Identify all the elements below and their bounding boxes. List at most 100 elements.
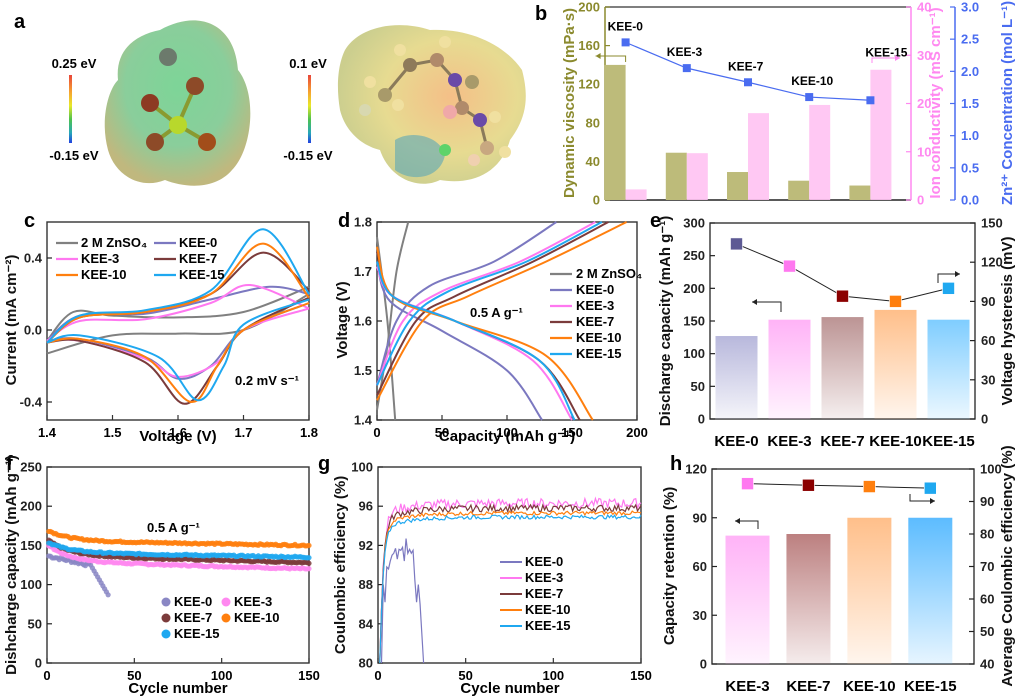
discharge-curve bbox=[376, 266, 573, 421]
y-axis-label: Zn²⁺ Concentration (mol L⁻¹) bbox=[999, 1, 1016, 205]
y-tick-label: 100 bbox=[980, 462, 1002, 477]
atom bbox=[159, 48, 177, 66]
arrowhead bbox=[595, 53, 601, 59]
y-tick-label: 40 bbox=[586, 154, 600, 169]
y-tick-label: 80 bbox=[586, 115, 600, 130]
y-tick-label: 100 bbox=[683, 346, 705, 361]
y-tick-label: -0.4 bbox=[20, 395, 43, 410]
y-axis-label: Average Coulombic efficiency (%) bbox=[999, 445, 1016, 686]
scale-right-max: 0.1 eV bbox=[289, 56, 327, 71]
chart-h: h 0 30 60 90 120 40 50 60 70 80 90 100 Capacity reten… bbox=[661, 445, 1016, 695]
chart-e: e 0 50 100 150 200 250 300 0 30 60 90 120 150 Discharg… bbox=[650, 210, 1016, 450]
data-point-KEE-15 bbox=[306, 555, 312, 561]
cv-curve-KEE-15 bbox=[46, 298, 310, 402]
marker-average-ce bbox=[863, 480, 876, 493]
y-tick-label: 250 bbox=[20, 460, 42, 475]
chart-d: d 0 50 100 150 200 1.4 1.5 1.6 1.7 1.8 Voltage (V) C… bbox=[334, 210, 648, 445]
marker-average-ce bbox=[741, 477, 754, 490]
y-tick-label: 0 bbox=[35, 656, 42, 671]
y-tick-label: 50 bbox=[691, 379, 705, 394]
bar-discharge-capacity bbox=[768, 319, 811, 419]
y-tick-label: 80 bbox=[980, 527, 994, 542]
y-tick-label: 150 bbox=[20, 538, 42, 553]
cv-curve-KEE-15 bbox=[46, 228, 310, 344]
marker-zn-concentration bbox=[621, 38, 630, 47]
data-point-KEE-10 bbox=[306, 542, 312, 549]
x-axis-label: Cycle number bbox=[128, 680, 227, 697]
y-tick-label: 70 bbox=[980, 559, 994, 574]
panel-label-e: e bbox=[650, 210, 661, 232]
marker-average-ce bbox=[802, 478, 815, 492]
scale-left-min: -0.15 eV bbox=[49, 148, 98, 163]
y-axis-label: Dishcharge capacity (mAh g⁻¹) bbox=[3, 455, 20, 675]
x-tick-label: 150 bbox=[298, 668, 320, 683]
legend-marker bbox=[221, 613, 231, 623]
y-tick-label: 0.0 bbox=[24, 323, 42, 338]
y-tick-label: 20 bbox=[917, 96, 931, 111]
legend-label: KEE-7 bbox=[174, 610, 212, 625]
color-scale-right bbox=[308, 75, 311, 143]
discharge-curve bbox=[376, 261, 576, 421]
y-tick-label: 30 bbox=[917, 48, 931, 63]
y-tick-label: 250 bbox=[683, 248, 705, 263]
scale-right-min: -0.15 eV bbox=[283, 148, 332, 163]
legend-label: KEE-15 bbox=[525, 618, 571, 633]
legend-label: KEE-10 bbox=[576, 330, 622, 345]
panel-label-d: d bbox=[338, 210, 350, 232]
y-tick-label: 40 bbox=[917, 0, 931, 15]
marker-voltage-hysteresis bbox=[730, 237, 743, 251]
y-tick-label: 1.0 bbox=[961, 128, 979, 143]
ce-curve-KEE-10 bbox=[379, 510, 642, 664]
panel-label-c: c bbox=[24, 210, 35, 232]
molecule-anion-esp bbox=[104, 20, 251, 186]
annotation-current-density: 0.5 A g⁻¹ bbox=[470, 305, 523, 320]
legend-marker bbox=[161, 597, 171, 607]
x-tick-label: 100 bbox=[211, 668, 233, 683]
x-tick-label: 150 bbox=[561, 425, 583, 440]
panel-label-b: b bbox=[535, 3, 547, 25]
category-label: KEE-10 bbox=[791, 74, 833, 88]
y-tick-label: 150 bbox=[981, 216, 1003, 231]
marker-voltage-hysteresis bbox=[836, 289, 849, 303]
legend-marker bbox=[161, 629, 171, 639]
bar-discharge-capacity bbox=[927, 319, 970, 419]
y-tick-label: 50 bbox=[28, 616, 42, 631]
arrow-right-axis bbox=[937, 273, 960, 283]
ce-curve-KEE-3 bbox=[379, 496, 642, 664]
x-tick-label: 50 bbox=[127, 668, 141, 683]
y-tick-label: 2.5 bbox=[961, 32, 979, 47]
data-point-KEE-0 bbox=[105, 592, 111, 598]
bar-viscosity bbox=[665, 152, 687, 200]
color-scale-left bbox=[69, 75, 72, 143]
legend-marker bbox=[221, 597, 231, 607]
category-label: KEE-10 bbox=[869, 433, 922, 450]
molecule-cation-esp bbox=[337, 25, 526, 184]
x-tick-label: 1.4 bbox=[38, 425, 57, 440]
marker-voltage-hysteresis bbox=[889, 295, 902, 308]
cv-curve-KEE-10 bbox=[46, 242, 310, 344]
charge-curve bbox=[376, 221, 628, 401]
plot-frame bbox=[377, 466, 642, 664]
bar-conductivity bbox=[686, 153, 708, 200]
y-tick-label: 90 bbox=[981, 294, 995, 309]
marker-zn-concentration bbox=[682, 64, 691, 73]
y-tick-label: 0 bbox=[593, 193, 600, 208]
x-tick-label: 100 bbox=[496, 425, 518, 440]
scale-left-max: 0.25 eV bbox=[52, 56, 97, 71]
y-tick-label: 0 bbox=[917, 193, 924, 208]
bar-capacity-retention bbox=[847, 517, 892, 664]
y-tick-label: 0.5 bbox=[961, 160, 979, 175]
legend-label: KEE-15 bbox=[174, 626, 220, 641]
x-tick-label: 0 bbox=[373, 425, 380, 440]
y-tick-label: 60 bbox=[981, 333, 995, 348]
chart-b: b 0 40 80 120 160 200 0 10 20 30 40 0.0 0.5 1.0 1.5 2.0 2… bbox=[535, 0, 1016, 208]
y-tick-label: 0.0 bbox=[961, 193, 979, 208]
x-tick-label: 1.6 bbox=[169, 425, 187, 440]
category-label: KEE-0 bbox=[714, 433, 758, 450]
y-tick-label: 96 bbox=[359, 499, 373, 514]
marker-zn-concentration bbox=[744, 78, 752, 87]
bar-capacity-retention bbox=[786, 534, 831, 664]
